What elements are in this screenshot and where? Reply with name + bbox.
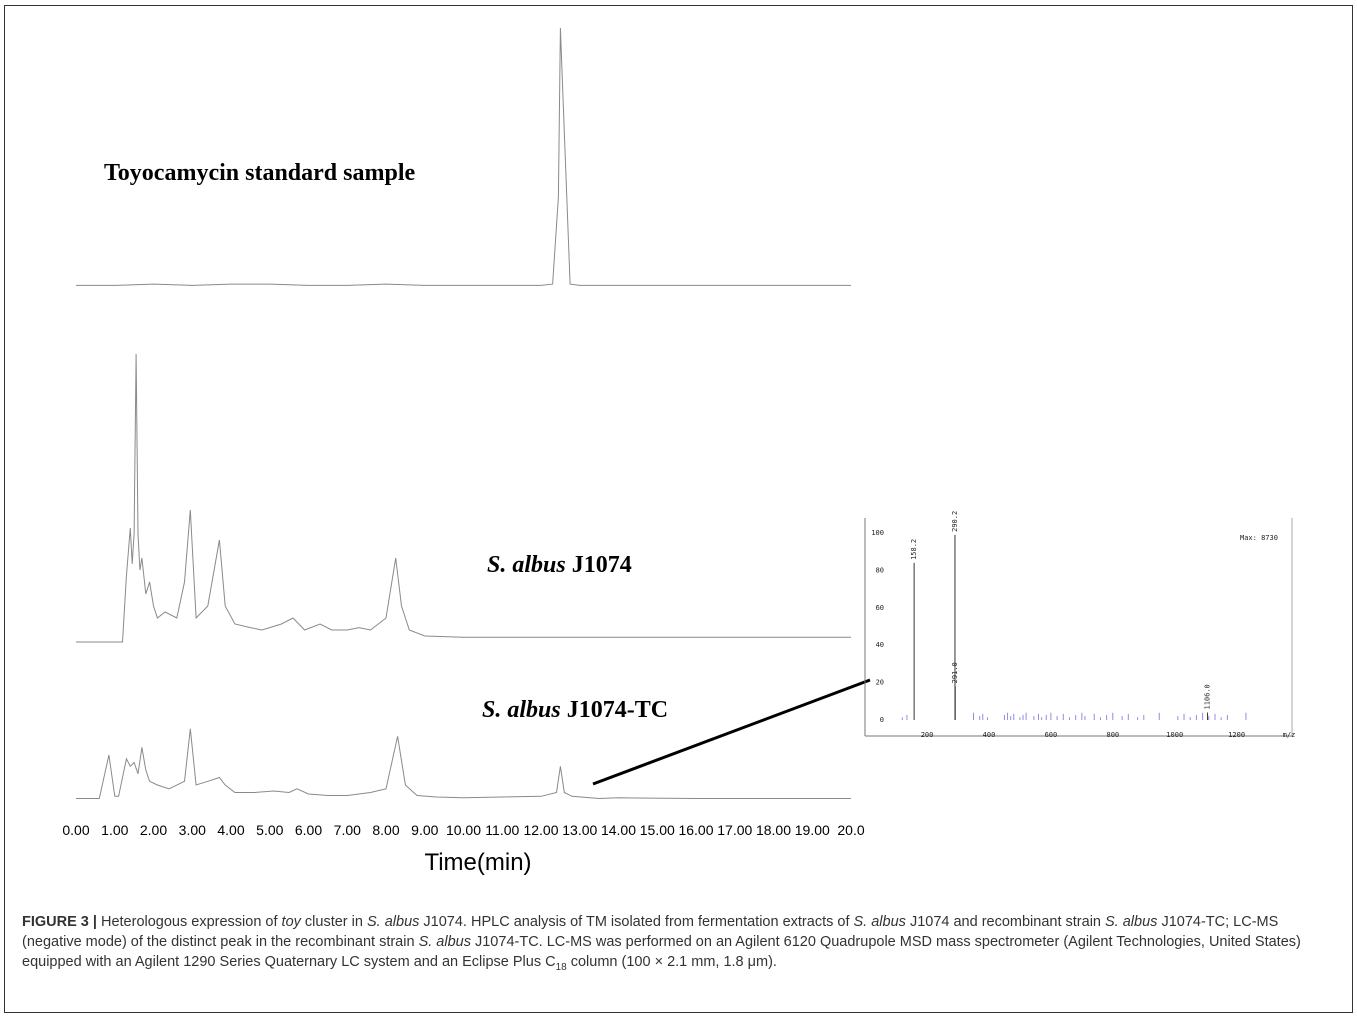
- x-tick-label: 9.00: [411, 822, 438, 838]
- caption-text-3: J1074. HPLC analysis of TM isolated from…: [419, 914, 854, 930]
- x-axis-title: Time(min): [424, 849, 531, 876]
- ms-y-tick-label: 0: [880, 716, 884, 724]
- x-tick-label: 10.00: [446, 822, 481, 838]
- x-tick-label: 5.00: [256, 822, 283, 838]
- hplc-trace-1: [76, 27, 851, 286]
- ms-x-tick-label: 800: [1106, 731, 1119, 739]
- ms-x-tick-label: 1000: [1166, 731, 1183, 739]
- recombinant-label-rest: J1074-TC: [561, 697, 668, 723]
- caption-italic-3: S. albus: [853, 914, 906, 930]
- ms-y-tick-label: 40: [876, 641, 884, 649]
- figure-number: FIGURE 3 |: [22, 914, 97, 930]
- x-tick-label: 15.00: [640, 822, 675, 838]
- x-tick-label: 11.00: [485, 822, 519, 838]
- ms-peak-label: 158.2: [910, 539, 918, 560]
- figure-caption: FIGURE 3 | Heterologous expression of to…: [22, 912, 1338, 978]
- figure-frame: [4, 5, 1353, 1013]
- ms-y-tick-label: 80: [876, 566, 884, 574]
- ms-x-axis-label: m/z: [1283, 731, 1296, 739]
- x-tick-label: 7.00: [334, 822, 361, 838]
- hplc-trace-2: [76, 353, 851, 643]
- x-axis-tick-labels: 0.00 1.00 2.00 3.00 4.00 5.00 6.00 7.00 8.00 9.00…: [62, 822, 864, 838]
- hplc-chromatogram: [76, 27, 851, 800]
- ms-x-tick-label: 400: [983, 731, 996, 739]
- mass-spectrum-inset: 0 20 40 60 80 100 200 400 600 800 1000 1200 m/z Max: …: [864, 511, 1296, 739]
- x-tick-label: 1.00: [101, 822, 128, 838]
- x-tick-label: 18.00: [756, 822, 791, 838]
- caption-text-6: J1074-TC. LC-MS was performed on an Agil…: [22, 934, 1301, 970]
- standard-trace-label: Toyocamycin standard sample: [104, 160, 415, 186]
- x-tick-label: 0.00: [62, 822, 89, 838]
- wild-type-trace-label: S. albus J1074: [487, 552, 632, 578]
- recombinant-trace-label: S. albus J1074-TC: [482, 697, 668, 723]
- x-tick-label: 2.00: [140, 822, 167, 838]
- x-tick-label: 8.00: [372, 822, 399, 838]
- caption-subscript: 18: [555, 961, 567, 973]
- ms-peak-label: 291.0: [951, 662, 959, 683]
- ms-y-tick-label: 20: [876, 679, 884, 687]
- recombinant-label-italic: S. albus: [482, 697, 561, 723]
- caption-text-1: Heterologous expression of: [96, 914, 282, 930]
- caption-text-7: column (100 × 2.1 mm, 1.8 μm).: [566, 954, 777, 970]
- caption-italic-2: S. albus: [366, 914, 420, 930]
- x-tick-label: 12.00: [523, 822, 558, 838]
- hplc-trace-3: [76, 728, 851, 800]
- figure-graphic: Toyocamycin standard sample S. albus J10…: [62, 27, 1296, 876]
- wild-type-label-rest: J1074: [566, 552, 632, 578]
- ms-x-tick-label: 1200: [1228, 731, 1245, 739]
- x-tick-label: 14.00: [601, 822, 636, 838]
- x-tick-label: 13.00: [562, 822, 597, 838]
- wild-type-label-italic: S. albus: [487, 552, 566, 578]
- ms-y-tick-label: 100: [871, 529, 884, 537]
- x-tick-label: 4.00: [217, 822, 244, 838]
- connector-line: [592, 678, 871, 786]
- caption-text-4: J1074 and recombinant strain: [905, 914, 1106, 930]
- ms-max-text: Max: 8730: [1240, 534, 1278, 542]
- caption-text-5: J1074-TC; LC-MS (negative mode) of the d…: [22, 914, 1279, 950]
- ms-x-tick-label: 600: [1045, 731, 1058, 739]
- x-tick-label: 19.00: [795, 822, 830, 838]
- x-tick-label: 6.00: [295, 822, 322, 838]
- caption-text-2: cluster in: [300, 914, 367, 930]
- x-tick-label: 16.00: [678, 822, 713, 838]
- ms-peak-label: 290.2: [951, 511, 959, 532]
- caption-italic-4: S. albus: [1105, 914, 1158, 930]
- ms-x-tick-label: 200: [921, 731, 934, 739]
- caption-italic-5: S. albus: [418, 934, 471, 950]
- x-tick-label: 3.00: [179, 822, 206, 838]
- x-tick-label: 17.00: [717, 822, 752, 838]
- caption-italic-1: toy: [281, 914, 301, 930]
- ms-peak-label: 1106.0: [1204, 684, 1212, 709]
- x-tick-label: 20.0: [837, 822, 864, 838]
- ms-y-tick-label: 60: [876, 604, 884, 612]
